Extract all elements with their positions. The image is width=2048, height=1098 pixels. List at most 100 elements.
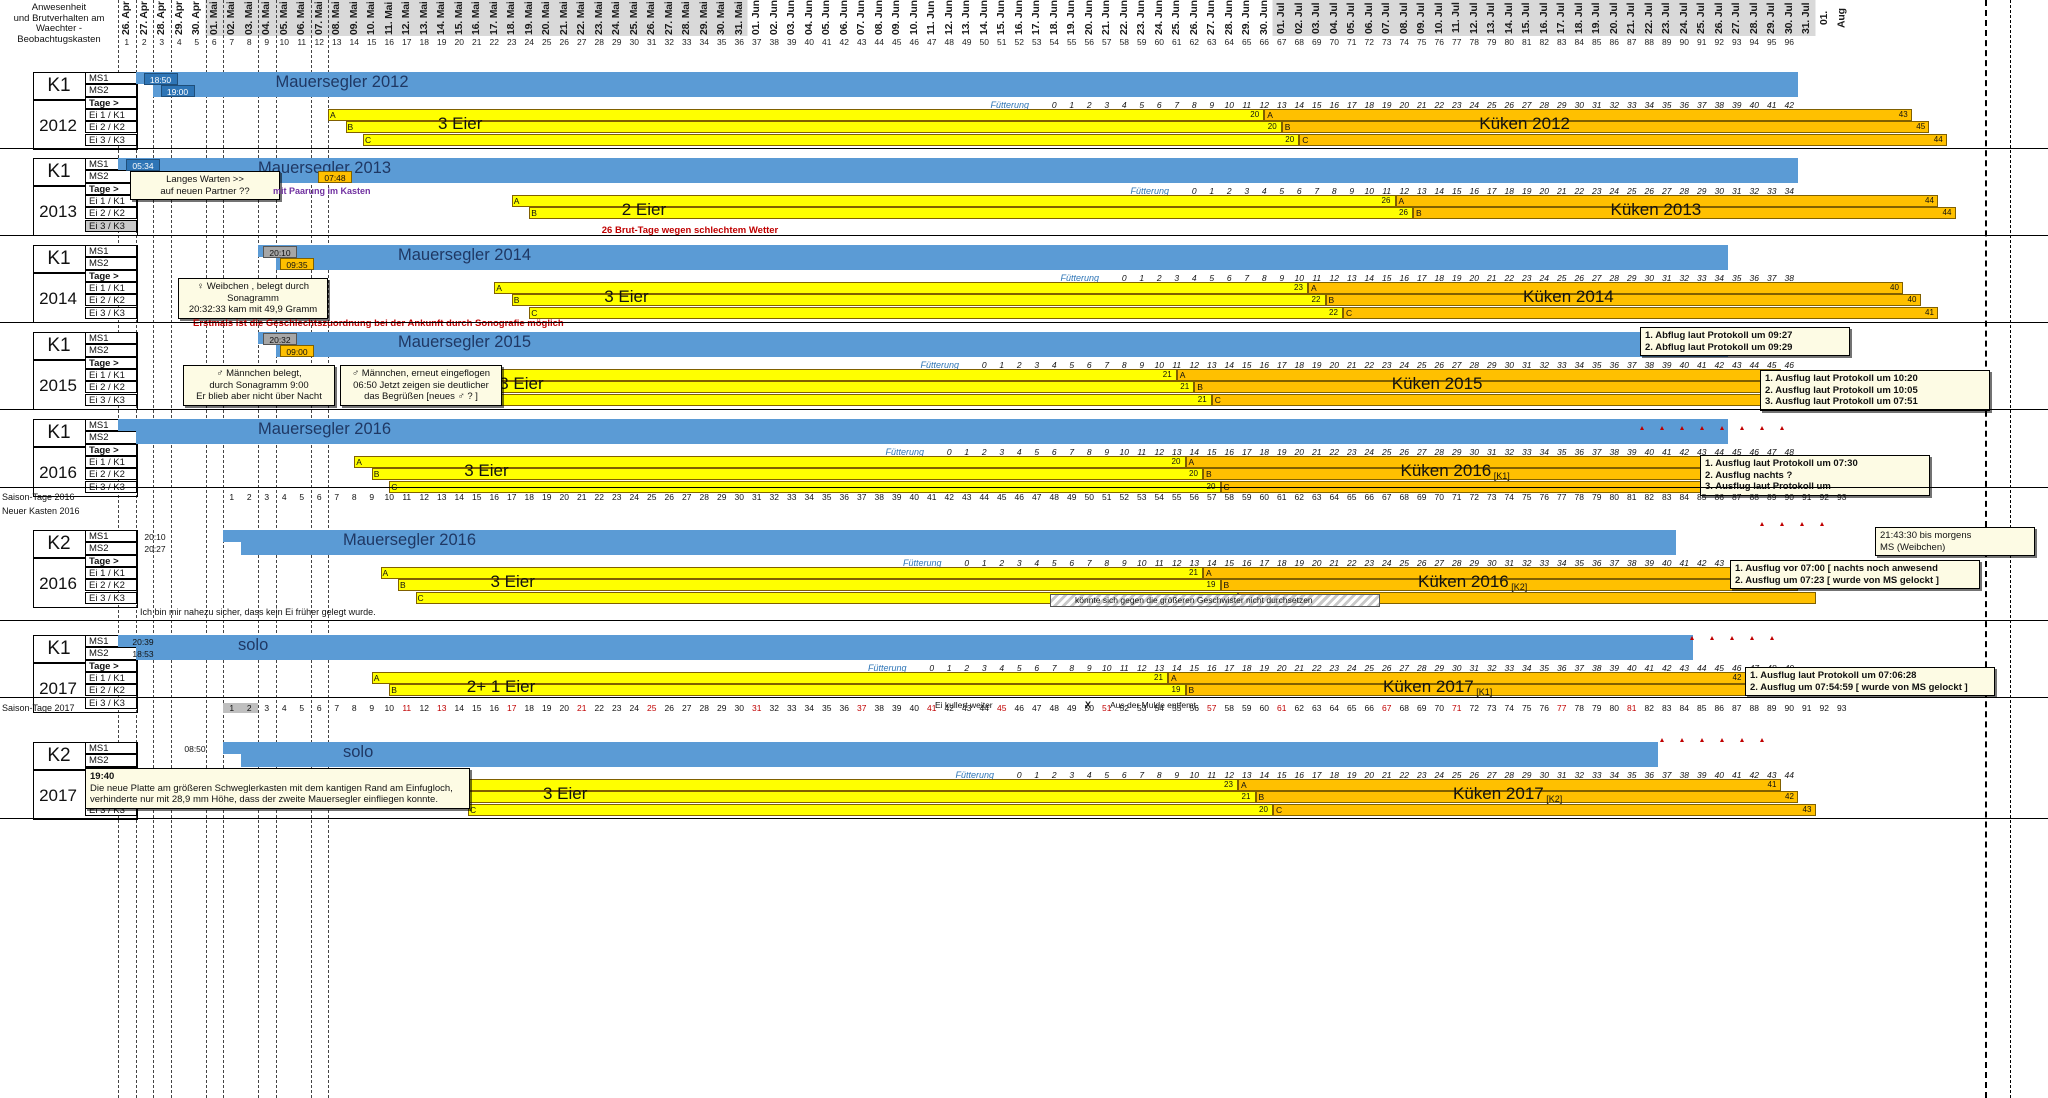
day-number: 3	[159, 37, 165, 47]
season-day-number: 42	[944, 703, 954, 713]
season-day-number: 29	[717, 492, 727, 502]
day-number: 8	[246, 37, 252, 47]
futterung-label: Fütterung	[903, 558, 942, 568]
flight-tick	[1760, 522, 1764, 526]
day-number: 95	[1767, 37, 1777, 47]
chick-mark: C	[1302, 134, 1309, 145]
presence-bar-title: Mauersegler 2015	[398, 333, 531, 351]
feeding-day-number: 38	[1592, 663, 1602, 673]
row-label-ei2: Ei 2 / K2	[85, 468, 137, 481]
feeding-day-number: 20	[1364, 770, 1374, 780]
chick-bar	[1264, 108, 1912, 122]
futterung-label: Fütterung	[990, 100, 1030, 110]
row-label-ei2: Ei 2 / K2	[85, 207, 137, 220]
feeding-day-number: 4	[1016, 447, 1022, 457]
feeding-day-number: 22	[1329, 447, 1339, 457]
chart-title-line-0: Anwesenheit	[31, 2, 87, 13]
feeding-day-number: 33	[1592, 770, 1602, 780]
season-day-number: 51	[1102, 703, 1112, 713]
feeding-day-number: 24	[1539, 273, 1549, 283]
feeding-day-number: 21	[1557, 186, 1567, 196]
season-day-number: 9	[369, 492, 375, 502]
feeding-day-number: 23	[1592, 186, 1602, 196]
row-label-ei1: Ei 1 / K1	[85, 566, 137, 580]
date-label: 30. Jun	[1255, 0, 1273, 36]
note-hatch-text: könnte sich gegen die größeren Geschwist…	[1075, 595, 1313, 605]
feeding-day-number: 36	[1609, 360, 1619, 370]
feeding-day-number: 6	[1121, 770, 1127, 780]
day-number: 36	[734, 37, 744, 47]
day-number: 80	[1504, 37, 1514, 47]
feeding-day-number: 8	[1121, 360, 1127, 370]
egg-mark: B	[400, 580, 406, 591]
row-label-ei1: Ei 1 / K1	[85, 368, 137, 382]
section-divider	[0, 322, 2048, 323]
feeding-day-number: 40	[1749, 100, 1759, 110]
egg-count-label: 3 Eier	[604, 287, 649, 306]
row-label-ei2: Ei 2 / K2	[85, 684, 137, 697]
feeding-day-number: 29	[1487, 360, 1497, 370]
feeding-day-number: 32	[1749, 186, 1759, 196]
egg-bar	[511, 194, 1396, 208]
chick-mark: A	[1171, 672, 1177, 683]
feeding-day-number: 23	[1382, 360, 1392, 370]
fledge-day-number: 43	[1802, 804, 1812, 814]
flight-tick	[1700, 738, 1704, 742]
season-day-number: 1	[229, 492, 235, 502]
season-day-number: 21	[577, 703, 587, 713]
row-label-ms1: MS1	[85, 72, 137, 85]
season-day-number: 14	[454, 492, 464, 502]
date-label: 11. Mai	[380, 0, 398, 36]
feeding-day-number: 30	[1469, 447, 1479, 457]
flight-tick	[1780, 426, 1784, 430]
season-day-number: 47	[1032, 703, 1042, 713]
feeding-day-number: 17	[1487, 186, 1497, 196]
hatch-day-number: 20	[1250, 109, 1260, 119]
box-label: K1	[47, 638, 71, 659]
feeding-day-number: 3	[1174, 273, 1180, 283]
season-day-number: 93	[1837, 492, 1847, 502]
season-day-number: 17	[507, 703, 517, 713]
feeding-day-number: 14	[1434, 186, 1444, 196]
day-number: 76	[1434, 37, 1444, 47]
feeding-day-number: 12	[1224, 770, 1234, 780]
day-number: 88	[1644, 37, 1654, 47]
season-day-number: 21	[577, 492, 587, 502]
feeding-day-number: 3	[981, 663, 987, 673]
season-day-number: 44	[979, 703, 989, 713]
feeding-day-number: 23	[1522, 273, 1532, 283]
feeding-day-number: 22	[1312, 663, 1322, 673]
date-label: 30. Apr	[188, 0, 206, 36]
row-label-ei3: Ei 3 / K3	[85, 133, 137, 146]
feeding-day-number: 4	[1034, 558, 1040, 568]
season-day-number: 52	[1119, 492, 1129, 502]
row-label-tage: Tage >	[85, 659, 137, 672]
date-label: 23. Mai	[590, 0, 608, 36]
feeding-day-number: 31	[1469, 663, 1479, 673]
season-day-number: 53	[1137, 703, 1147, 713]
date-label: 18. Jul	[1570, 0, 1588, 36]
callout-line: 21:43:30 bis morgens	[1880, 530, 1972, 541]
time-chip: 09:00	[280, 344, 314, 357]
date-label: 25. Jul	[1693, 0, 1711, 36]
year-label: 2016	[39, 574, 77, 593]
feeding-day-number: 27	[1662, 186, 1672, 196]
season-day-number: 11	[402, 703, 412, 713]
feeding-day-number: 7	[1139, 770, 1145, 780]
flight-tick	[1720, 738, 1724, 742]
season-day-number: 57	[1207, 492, 1217, 502]
season-day-number: 72	[1469, 703, 1479, 713]
date-label: 10. Jun	[905, 0, 923, 36]
feeding-day-number: 25	[1417, 360, 1427, 370]
season-day-number: 64	[1329, 703, 1339, 713]
feeding-day-number: 7	[1244, 273, 1250, 283]
feeding-day-number: 5	[1139, 100, 1145, 110]
season-day-number: 79	[1592, 492, 1602, 502]
callout-platte: 19:40 Die neue Platte am größeren Schwegl…	[85, 768, 470, 809]
feeding-day-number: 22	[1347, 558, 1357, 568]
feeding-day-number: 42	[1662, 663, 1672, 673]
feeding-day-number: 28	[1539, 100, 1549, 110]
day-number: 61	[1172, 37, 1182, 47]
season-day-number: 89	[1767, 492, 1777, 502]
season-day-number: 81	[1627, 703, 1637, 713]
